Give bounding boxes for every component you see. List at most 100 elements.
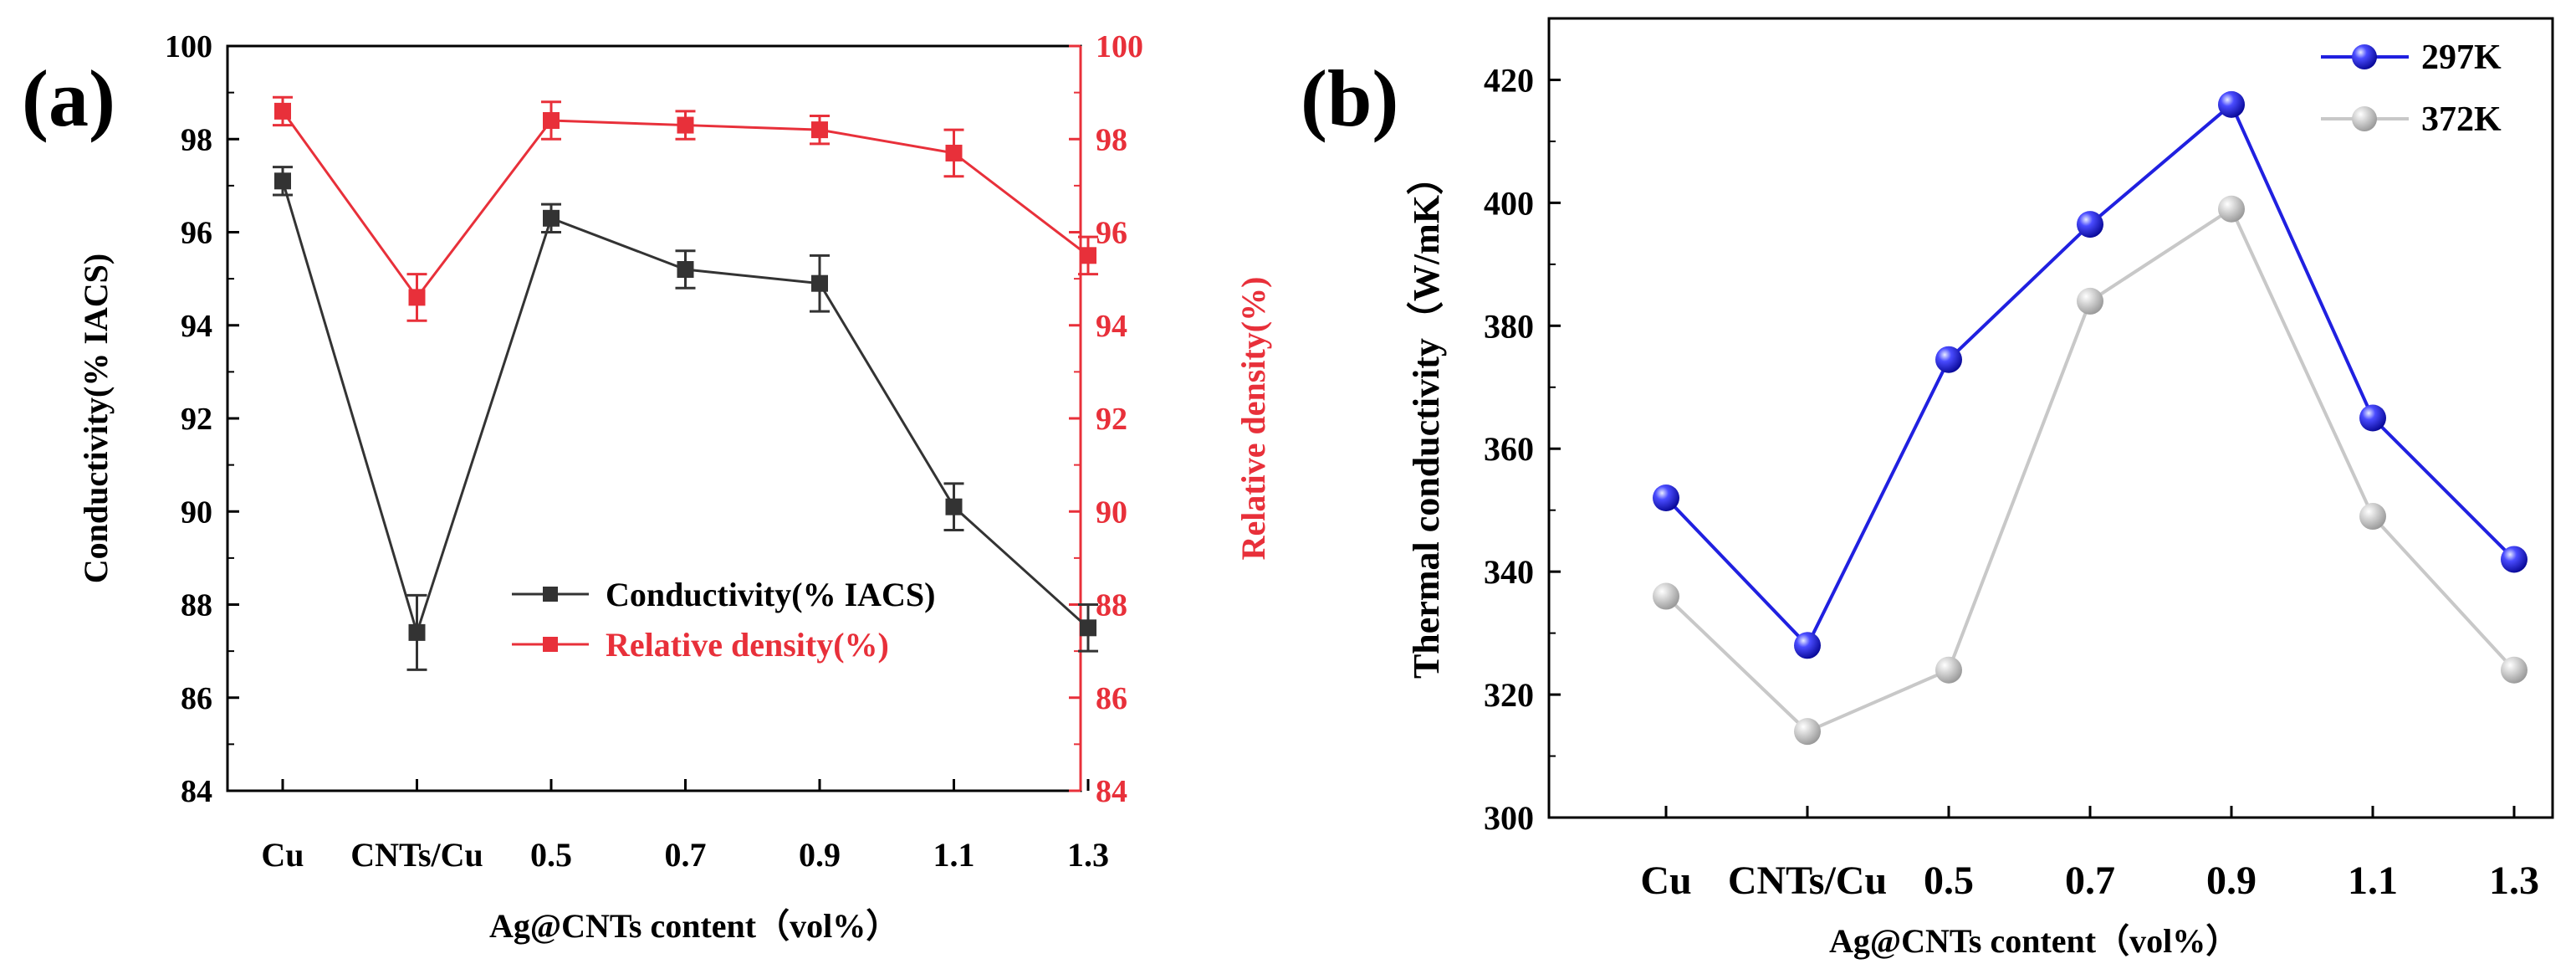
y-tick-label-92: 92 xyxy=(181,402,212,437)
data-point-relative-density xyxy=(408,289,426,306)
y-tick-label-96: 96 xyxy=(181,216,212,251)
data-point-relative-density xyxy=(543,112,560,129)
legend-item-relative-density: Relative density(%) xyxy=(512,626,889,664)
data-point-conductivity xyxy=(945,498,963,515)
legend-label-372k: 372K xyxy=(2421,100,2502,139)
x-tick-label-0.5: 0.5 xyxy=(530,836,572,874)
legend-marker-conductivity xyxy=(543,587,558,602)
x-tick-label-0.7: 0.7 xyxy=(665,836,707,874)
y-tick-label-94: 94 xyxy=(181,309,212,344)
panel-a: (a) 84 86 88 90 92 94 96 98 100 84 86 88 90 92 94 96 98… xyxy=(22,29,1272,945)
data-point-relative-density xyxy=(811,121,828,139)
x-tick-label-0.9: 0.9 xyxy=(799,836,841,874)
x-tick-label-1.3: 1.3 xyxy=(2489,859,2539,903)
data-point-372k xyxy=(1935,656,1962,684)
panel-a-y2-axis-label: Relative density(%) xyxy=(1234,277,1272,561)
panel-a-y-axis-label: Conductivity(% IACS) xyxy=(77,254,115,583)
data-point-relative-density xyxy=(945,144,963,162)
data-point-372k xyxy=(2501,656,2527,684)
panel-a-left-axis: 84 86 88 90 92 94 96 98 100 xyxy=(165,29,239,809)
y-tick-label-320: 320 xyxy=(1484,676,1534,714)
y2-tick-label-84: 84 xyxy=(1096,774,1127,809)
y2-tick-label-98: 98 xyxy=(1096,122,1127,157)
panel-a-right-axis: 84 86 88 90 92 94 96 98 100 xyxy=(1069,29,1143,809)
data-point-297k xyxy=(1794,632,1821,659)
y-tick-label-420: 420 xyxy=(1484,61,1534,99)
legend-marker-372k xyxy=(2352,106,2377,131)
y2-tick-label-94: 94 xyxy=(1096,309,1127,344)
panel-b-series xyxy=(1653,90,2527,746)
y-tick-label-340: 340 xyxy=(1484,553,1534,591)
data-point-relative-density xyxy=(1080,247,1096,264)
y-tick-label-88: 88 xyxy=(181,588,212,623)
panel-a-legend: Conductivity(% IACS) Relative density(%) xyxy=(512,576,935,664)
data-point-conductivity xyxy=(677,261,694,278)
panel-b-x-axis: Cu CNTs/Cu 0.5 0.7 0.9 1.1 1.3 xyxy=(1640,806,2539,903)
series-line-conductivity xyxy=(281,180,1090,637)
y-tick-label-90: 90 xyxy=(181,495,212,530)
data-point-372k xyxy=(2218,195,2245,223)
data-point-conductivity xyxy=(1080,619,1096,637)
y2-tick-label-90: 90 xyxy=(1096,495,1127,530)
data-point-relative-density xyxy=(274,102,291,120)
data-point-297k xyxy=(2218,90,2245,118)
legend-item-297k: 297K xyxy=(2321,38,2502,77)
panel-b-legend: 297K 372K xyxy=(2321,38,2502,139)
x-tick-label-0.5: 0.5 xyxy=(1924,859,1974,903)
x-tick-label-1.1: 1.1 xyxy=(2348,859,2398,903)
panel-b-plot-frame xyxy=(1547,17,2554,819)
panel-a-label: (a) xyxy=(22,54,115,143)
legend-item-conductivity: Conductivity(% IACS) xyxy=(512,576,935,613)
data-point-372k xyxy=(2077,287,2103,315)
data-point-372k xyxy=(2359,503,2386,531)
panel-a-x-axis-label: Ag@CNTs content（vol%） xyxy=(489,907,899,945)
y2-tick-label-86: 86 xyxy=(1096,681,1127,716)
panel-a-x-axis: Cu CNTs/Cu 0.5 0.7 0.9 1.1 1.3 xyxy=(261,779,1109,874)
x-tick-label-1.3: 1.3 xyxy=(1067,836,1109,874)
legend-label-conductivity: Conductivity(% IACS) xyxy=(606,576,935,613)
y-tick-label-400: 400 xyxy=(1484,184,1534,222)
series-line-372k xyxy=(1664,206,2516,734)
data-point-relative-density xyxy=(677,116,694,134)
x-tick-label-CNTs/Cu: CNTs/Cu xyxy=(1728,859,1887,903)
x-tick-label-1.1: 1.1 xyxy=(933,836,975,874)
panel-b-left-axis: 300 320 340 360 380 400 420 xyxy=(1484,18,1561,837)
x-tick-label-0.9: 0.9 xyxy=(2206,859,2257,903)
y2-tick-label-92: 92 xyxy=(1096,402,1127,437)
y2-tick-label-88: 88 xyxy=(1096,588,1127,623)
data-point-372k xyxy=(1794,718,1821,746)
data-point-conductivity xyxy=(811,274,828,292)
legend-label-relative-density: Relative density(%) xyxy=(606,626,889,664)
y2-tick-label-96: 96 xyxy=(1096,216,1127,251)
x-tick-label-Cu: Cu xyxy=(261,836,304,874)
panel-b-x-axis-label: Ag@CNTs content（vol%） xyxy=(1829,922,2239,960)
data-point-297k xyxy=(1935,346,1962,373)
y-tick-label-84: 84 xyxy=(181,774,212,809)
legend-marker-297k xyxy=(2352,44,2377,69)
legend-marker-relative-density xyxy=(543,637,558,652)
data-point-297k xyxy=(2077,211,2103,238)
y-tick-label-86: 86 xyxy=(181,681,212,716)
x-tick-label-0.7: 0.7 xyxy=(2065,859,2115,903)
panel-a-series xyxy=(273,95,1098,671)
y-tick-label-380: 380 xyxy=(1484,307,1534,345)
data-point-conductivity xyxy=(274,172,291,190)
x-tick-label-Cu: Cu xyxy=(1640,859,1691,903)
legend-item-372k: 372K xyxy=(2321,100,2502,139)
panel-b-label: (b) xyxy=(1301,54,1398,143)
data-point-372k xyxy=(1653,582,1679,610)
legend-label-297k: 297K xyxy=(2421,38,2502,77)
y-tick-label-100: 100 xyxy=(165,29,212,64)
data-point-conductivity xyxy=(543,209,560,227)
data-point-conductivity xyxy=(408,623,426,641)
data-point-297k xyxy=(1653,484,1679,511)
y2-tick-label-100: 100 xyxy=(1096,29,1143,64)
series-line-297k xyxy=(1664,101,2516,649)
y-tick-label-300: 300 xyxy=(1484,799,1534,837)
data-point-297k xyxy=(2359,404,2386,432)
x-tick-label-CNTs/Cu: CNTs/Cu xyxy=(350,836,483,874)
panel-b-y-axis-label: Thermal conductivity（W/mK） xyxy=(1406,158,1447,679)
panel-b: (b) 300 320 340 360 380 400 420 Cu CNTs/Cu 0.5 0.… xyxy=(1301,17,2554,960)
